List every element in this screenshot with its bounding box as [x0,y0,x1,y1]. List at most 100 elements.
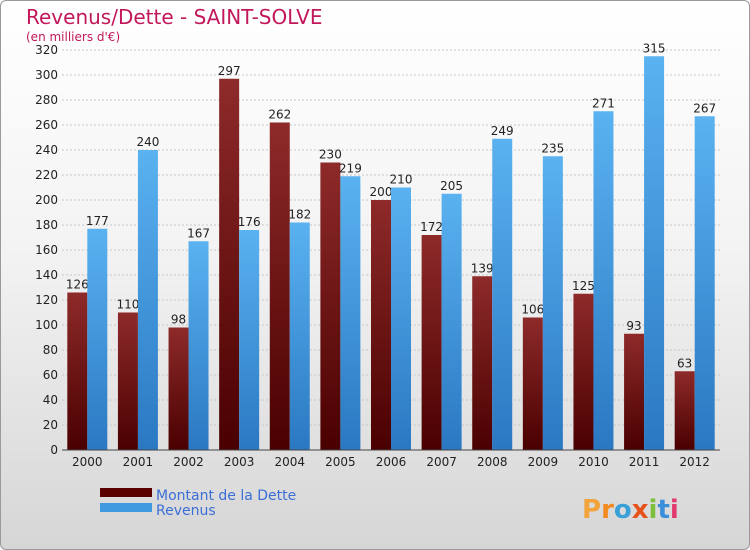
y-tick-label: 60 [43,368,58,382]
y-tick-label: 320 [35,43,58,57]
data-label: 110 [116,298,139,312]
bar-revenus [441,193,462,450]
data-label: 106 [521,303,544,317]
x-tick-label: 2011 [629,455,660,469]
y-tick-label: 100 [35,318,58,332]
y-tick-label: 20 [43,418,58,432]
legend: Montant de la Dette Revenus [100,488,296,519]
logo-letter: i [649,495,658,525]
x-tick-label: 2008 [477,455,508,469]
bar-revenus [391,187,411,450]
data-label: 315 [643,41,666,55]
y-tick-label: 240 [35,143,58,157]
y-tick-label: 220 [35,168,58,182]
data-label: 267 [693,101,716,115]
bar-dette [168,327,189,450]
bar-revenus [87,228,108,450]
bar-revenus [188,241,209,450]
y-tick-label: 40 [43,393,58,407]
bar-dette [67,292,88,450]
y-tick-label: 260 [35,118,58,132]
logo-letter: o [614,495,632,525]
bar-revenus [492,138,513,450]
x-tick-label: 2004 [274,455,305,469]
x-tick-label: 2010 [578,455,609,469]
data-label: 219 [339,161,362,175]
logo-letter: r [601,495,614,525]
data-label: 235 [541,141,564,155]
data-label: 200 [370,185,393,199]
bar-revenus [694,116,715,450]
legend-label-dette: Montant de la Dette [156,488,296,504]
bar-revenus [593,111,614,450]
chart-title: Revenus/Dette - SAINT-SOLVE [26,5,322,29]
x-tick-label: 2009 [528,455,559,469]
y-tick-label: 80 [43,343,58,357]
bar-dette [573,293,594,450]
data-label: 126 [66,278,89,292]
y-tick-label: 280 [35,93,58,107]
bar-dette [219,78,240,450]
bar-revenus [542,156,563,450]
logo-letter: t [657,495,669,525]
data-label: 177 [86,214,109,228]
y-tick-label: 140 [35,268,58,282]
data-label: 93 [626,319,641,333]
legend-label-revenus: Revenus [156,503,216,519]
legend-swatch-dette [100,488,152,497]
bar-revenus [340,176,361,450]
y-tick-label: 160 [35,243,58,257]
data-label: 271 [592,96,615,110]
data-label: 205 [440,179,463,193]
data-label: 125 [572,279,595,293]
logo-letter: P [582,495,601,525]
data-label: 230 [319,148,342,162]
y-tick-label: 180 [35,218,58,232]
data-label: 176 [238,215,261,229]
data-label: 182 [288,208,311,222]
bar-dette [269,122,290,450]
data-label: 167 [187,226,210,240]
bar-revenus [289,222,310,450]
bar-dette [624,333,645,450]
x-tick-label: 2002 [173,455,204,469]
bar-dette [472,276,493,450]
bar-dette [522,317,543,450]
data-label: 210 [390,173,413,187]
data-label: 240 [136,135,159,149]
data-label: 172 [420,220,443,234]
data-label: 63 [677,356,692,370]
data-label: 297 [218,64,241,78]
x-tick-label: 2003 [224,455,255,469]
y-axis-ticks: 0 20 40 60 80 100 120 140 160 180 200 220 240 260 280 3… [35,43,58,457]
x-axis-ticks: 2000 2001 2002 2003 2004 2005 2006 2007 2008 2009… [72,455,710,469]
logo-letter: x [632,495,649,525]
x-tick-label: 2012 [679,455,710,469]
x-tick-label: 2007 [426,455,457,469]
y-tick-label: 120 [35,293,58,307]
bar-dette [320,162,341,450]
x-tick-label: 2001 [123,455,154,469]
bar-revenus [137,150,158,450]
x-tick-label: 2000 [72,455,103,469]
bar-dette [117,312,138,450]
bar-dette [674,371,695,450]
proxiti-logo: Proxiti [582,495,679,525]
x-tick-label: 2005 [325,455,356,469]
data-label: 139 [471,261,494,275]
y-tick-label: 200 [35,193,58,207]
data-label: 262 [268,108,291,122]
bar-revenus [239,230,260,450]
bar-dette [421,235,442,450]
chart-subtitle: (en milliers d'€) [26,30,120,44]
x-tick-label: 2006 [376,455,407,469]
y-tick-label: 0 [50,443,58,457]
y-tick-label: 300 [35,68,58,82]
legend-swatch-revenus [100,503,152,512]
data-label: 98 [171,313,186,327]
bar-revenus [644,56,665,450]
bar-dette [371,200,391,450]
data-label: 249 [491,124,514,138]
